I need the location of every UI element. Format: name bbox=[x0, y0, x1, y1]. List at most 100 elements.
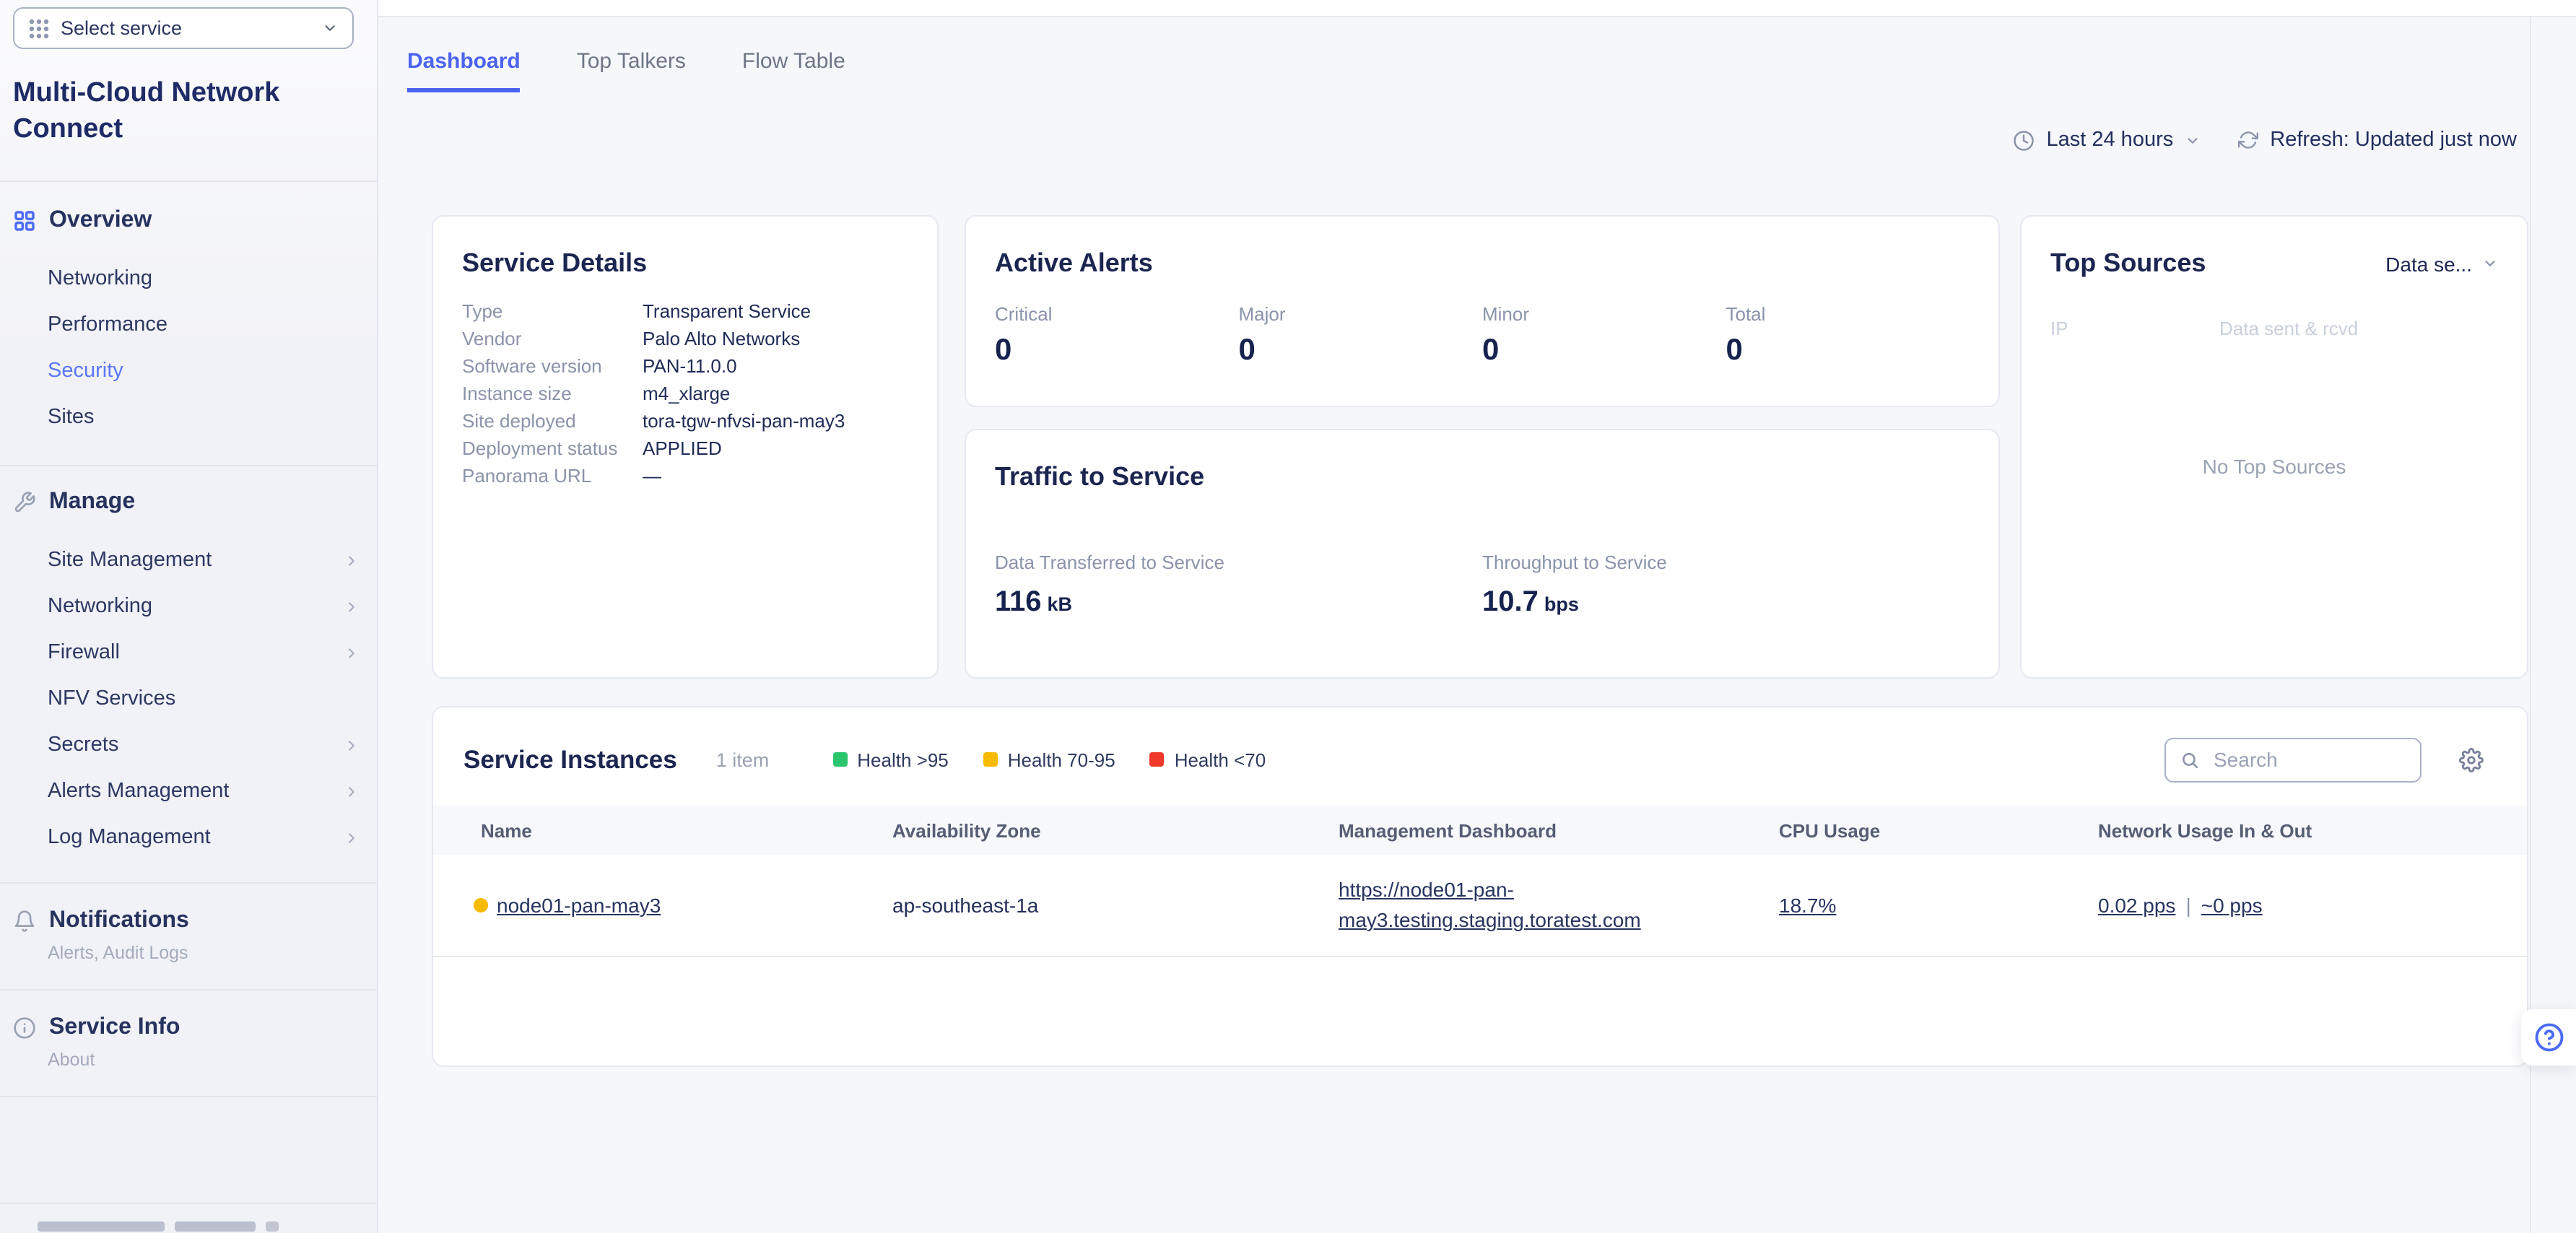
sidebar-item-security[interactable]: Security bbox=[48, 357, 360, 385]
main-content: Dashboard Top Talkers Flow Table Last 24… bbox=[378, 0, 2576, 1233]
alert-stat-total: Total 0 bbox=[1726, 303, 1970, 368]
availability-zone-cell: ap-southeast-1a bbox=[892, 894, 1039, 917]
sidebar-item-log-management[interactable]: Log Management bbox=[48, 823, 360, 852]
top-sources-metric-dropdown[interactable]: Data se... bbox=[2385, 252, 2498, 275]
sidebar-item-label: Sites bbox=[48, 406, 95, 429]
sidebar-item-notifications[interactable]: Notifications bbox=[13, 908, 189, 934]
stat-label: Minor bbox=[1482, 303, 1530, 325]
metric-unit: kB bbox=[1047, 593, 1073, 615]
detail-value: Transparent Service bbox=[643, 300, 811, 322]
stat-value: 0 bbox=[1238, 334, 1256, 367]
chevron-down-icon bbox=[322, 20, 338, 36]
service-selector[interactable]: Select service bbox=[13, 7, 354, 49]
detail-row: Site deployed tora-tgw-nfvsi-pan-may3 bbox=[462, 407, 908, 435]
instance-name-link[interactable]: node01-pan-may3 bbox=[497, 894, 661, 917]
gear-icon[interactable] bbox=[2459, 747, 2484, 772]
card-title: Active Alerts bbox=[995, 248, 1153, 277]
clock-icon bbox=[2014, 129, 2035, 151]
detail-row: Deployment status APPLIED bbox=[462, 435, 908, 462]
network-in-link[interactable]: 0.02 pps bbox=[2098, 894, 2176, 917]
stat-label: Critical bbox=[995, 303, 1053, 325]
sidebar-item-performance[interactable]: Performance bbox=[48, 310, 360, 339]
chevron-right-icon bbox=[344, 552, 360, 568]
dashboard-controls: Last 24 hours Refresh: Updated just now bbox=[2014, 121, 2517, 159]
sidebar-item-label: Firewall bbox=[48, 641, 120, 664]
search-icon bbox=[2180, 750, 2199, 769]
stat-value: 0 bbox=[1726, 334, 1743, 367]
detail-label: Deployment status bbox=[462, 437, 618, 459]
sidebar: Select service Multi-Cloud Network Conne… bbox=[0, 0, 378, 1233]
refresh-button[interactable]: Refresh: Updated just now bbox=[2238, 128, 2517, 152]
metric-label: Data Transferred to Service bbox=[995, 552, 1224, 573]
detail-value: APPLIED bbox=[643, 437, 722, 459]
chevron-right-icon bbox=[344, 783, 360, 799]
time-range-selector[interactable]: Last 24 hours bbox=[2014, 128, 2201, 152]
legend-label: Health <70 bbox=[1174, 749, 1266, 770]
legend-label: Health >95 bbox=[857, 749, 949, 770]
divider bbox=[0, 989, 377, 990]
network-out-link[interactable]: ~0 pps bbox=[2201, 894, 2263, 917]
legend-health-red: Health <70 bbox=[1149, 749, 1266, 770]
divider bbox=[0, 1203, 377, 1204]
grid-dots-icon bbox=[29, 18, 49, 38]
stat-label: Major bbox=[1238, 303, 1286, 325]
service-info-label: Service Info bbox=[49, 1015, 180, 1040]
column-header-name: Name bbox=[481, 819, 532, 841]
health-legend: Health >95 Health 70-95 Health <70 bbox=[832, 749, 1266, 770]
tab-top-talkers[interactable]: Top Talkers bbox=[576, 49, 686, 74]
sidebar-item-networking[interactable]: Networking bbox=[48, 264, 360, 293]
right-rail-border bbox=[2530, 16, 2531, 1233]
sidebar-item-label: Networking bbox=[48, 595, 153, 618]
tab-bar: Dashboard Top Talkers Flow Table bbox=[407, 49, 845, 92]
metric-unit: bps bbox=[1544, 593, 1579, 615]
detail-label: Vendor bbox=[462, 328, 522, 349]
chevron-right-icon bbox=[344, 598, 360, 614]
alert-stat-minor: Minor 0 bbox=[1482, 303, 1726, 368]
sidebar-section-manage: Manage bbox=[13, 489, 135, 515]
metric-value: 116 kB bbox=[995, 586, 1073, 618]
sidebar-item-sites[interactable]: Sites bbox=[48, 403, 360, 432]
notifications-subtitle: Alerts, Audit Logs bbox=[48, 943, 188, 963]
detail-label: Panorama URL bbox=[462, 465, 592, 487]
empty-state-text: No Top Sources bbox=[2202, 455, 2346, 478]
help-button[interactable] bbox=[2521, 1009, 2576, 1066]
alert-stat-major: Major 0 bbox=[1239, 303, 1483, 368]
card-title: Top Sources bbox=[2050, 248, 2206, 277]
alert-stat-critical: Critical 0 bbox=[995, 303, 1239, 368]
traffic-card: Traffic to Service Data Transferred to S… bbox=[965, 429, 2000, 679]
stat-label: Total bbox=[1726, 303, 1766, 325]
alert-stats: Critical 0 Major 0 Minor 0 Total 0 bbox=[995, 303, 1970, 368]
refresh-icon bbox=[2238, 130, 2259, 150]
overview-grid-icon bbox=[13, 209, 36, 232]
column-ip: IP bbox=[2050, 318, 2068, 339]
tab-dashboard[interactable]: Dashboard bbox=[407, 49, 521, 92]
sidebar-item-service-info[interactable]: Service Info bbox=[13, 1015, 180, 1041]
sidebar-item-nfv-services[interactable]: NFV Services bbox=[48, 684, 360, 713]
detail-value: Palo Alto Networks bbox=[643, 328, 801, 349]
time-range-value: Last 24 hours bbox=[2046, 128, 2174, 152]
legend-label: Health 70-95 bbox=[1007, 749, 1115, 770]
tab-flow-table[interactable]: Flow Table bbox=[741, 49, 845, 74]
card-title: Service Details bbox=[462, 248, 648, 277]
sidebar-item-site-management[interactable]: Site Management bbox=[48, 546, 360, 575]
metric-data-transferred: Data Transferred to Service 116 kB bbox=[995, 552, 1482, 619]
sidebar-item-alerts-management[interactable]: Alerts Management bbox=[48, 777, 360, 806]
sidebar-item-firewall[interactable]: Firewall bbox=[48, 638, 360, 667]
sidebar-item-label: Site Management bbox=[48, 549, 212, 572]
cpu-usage-link[interactable]: 18.7% bbox=[1779, 894, 1837, 917]
service-info-subtitle: About bbox=[48, 1050, 95, 1070]
sidebar-item-manage-networking[interactable]: Networking bbox=[48, 592, 360, 621]
chevron-down-icon bbox=[2185, 132, 2201, 148]
sidebar-item-secrets[interactable]: Secrets bbox=[48, 731, 360, 759]
search-input[interactable] bbox=[2211, 746, 2404, 772]
stat-value: 0 bbox=[1482, 334, 1500, 367]
service-details-rows: Type Transparent Service Vendor Palo Alto … bbox=[462, 297, 908, 489]
metric-value: 10.7 bps bbox=[1482, 586, 1579, 618]
legend-health-green: Health >95 bbox=[832, 749, 949, 770]
sidebar-section-overview-label: Overview bbox=[49, 208, 152, 232]
chevron-right-icon bbox=[344, 645, 360, 661]
separator: | bbox=[2185, 894, 2191, 917]
dashboard-url-link[interactable]: https://node01-pan-may3.testing.staging.… bbox=[1339, 878, 1641, 931]
column-header-availability-zone: Availability Zone bbox=[892, 819, 1041, 841]
